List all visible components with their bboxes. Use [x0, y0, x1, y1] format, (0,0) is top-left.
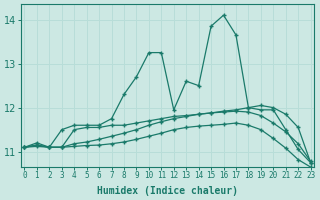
X-axis label: Humidex (Indice chaleur): Humidex (Indice chaleur): [97, 186, 238, 196]
